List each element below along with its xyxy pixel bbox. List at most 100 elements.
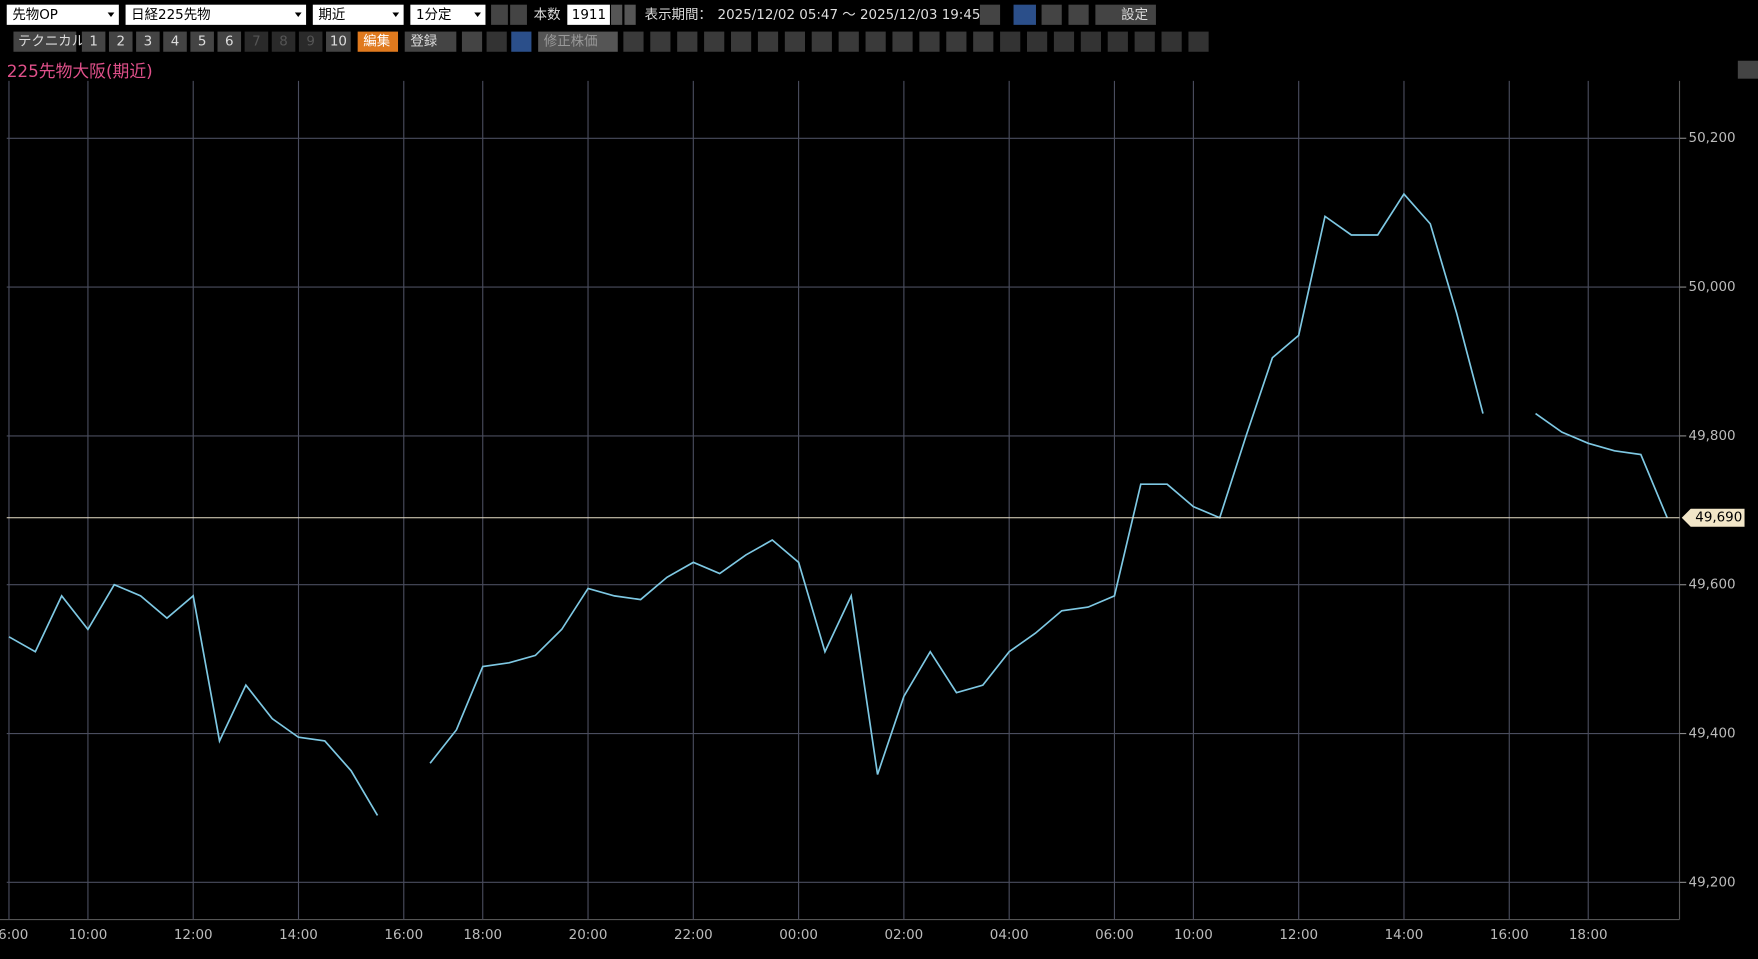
tool-button[interactable] (1080, 31, 1101, 52)
preset-button[interactable] (326, 31, 351, 52)
period-label: 表示期間： (645, 7, 712, 23)
y-tick-label: 50,200 (1689, 131, 1736, 146)
preset-label: 1 (89, 35, 98, 50)
settings-text: 設定 (1121, 7, 1148, 23)
technical-text: テクニカル (18, 34, 85, 50)
bars-input[interactable] (567, 4, 610, 25)
tool-button[interactable] (1134, 31, 1155, 52)
preset-button[interactable] (271, 31, 296, 52)
tool-button[interactable] (946, 31, 967, 52)
x-tick-label: 06:00 (1095, 928, 1134, 943)
icon-button[interactable] (1068, 4, 1089, 25)
dropdown-text: 日経225先物 (131, 7, 210, 23)
x-tick-label: 02:00 (885, 928, 924, 943)
x-tick-label: 22:00 (674, 928, 713, 943)
icon-button[interactable] (1013, 4, 1036, 25)
preset-button[interactable] (244, 31, 269, 52)
edit-text: 編集 (363, 34, 390, 50)
drawing-tools (623, 31, 1209, 52)
x-tick-label: 20:00 (569, 928, 608, 943)
preset-button[interactable] (217, 31, 242, 52)
x-tick-label: 18:00 (1569, 928, 1608, 943)
preset-label: 10 (330, 35, 347, 50)
preset-label: 9 (306, 35, 315, 50)
dropdown-text: 1分定 (416, 7, 451, 23)
preset-label: 4 (171, 35, 180, 50)
preset-buttons: 1 2 3 4 5 6 7 8 9 10 (81, 31, 351, 52)
x-tick-label: 16:00 (384, 928, 423, 943)
icon-button[interactable] (511, 31, 532, 52)
bars-value: 1911 (572, 8, 606, 23)
preset-button[interactable] (136, 31, 160, 52)
x-tick-label: 06:00 (0, 928, 28, 943)
tool-button[interactable] (650, 31, 671, 52)
x-tick-label: 14:00 (279, 928, 318, 943)
x-tick-label: 16:00 (1490, 928, 1529, 943)
preset-label: 8 (279, 35, 288, 50)
tool-button[interactable] (1053, 31, 1075, 52)
icon-button[interactable] (461, 31, 483, 52)
preset-button[interactable] (108, 31, 133, 52)
x-tick-label: 10:00 (1174, 928, 1213, 943)
y-tick-label: 49,200 (1689, 875, 1736, 890)
tool-button[interactable] (892, 31, 913, 52)
adjusted-button[interactable] (538, 31, 618, 52)
tool-button[interactable] (865, 31, 886, 52)
icon-button[interactable] (486, 31, 507, 52)
tool-button[interactable] (704, 31, 725, 52)
y-tick-label: 50,000 (1689, 280, 1736, 295)
collapse-button[interactable] (1737, 60, 1758, 79)
edit-button[interactable] (357, 31, 399, 52)
register-text: 登録 (410, 34, 437, 50)
dropdown[interactable] (312, 4, 404, 25)
x-tick-label: 00:00 (779, 928, 818, 943)
preset-button[interactable] (163, 31, 187, 52)
dropdown[interactable] (6, 4, 119, 25)
tool-button[interactable] (919, 31, 940, 52)
dropdown-text: 先物OP (12, 7, 58, 23)
tool-button[interactable] (1026, 31, 1048, 52)
tool-button[interactable] (1000, 31, 1021, 52)
tool-button[interactable] (1188, 31, 1209, 52)
x-tick-label: 10:00 (69, 928, 108, 943)
register-button[interactable] (404, 31, 457, 52)
tool-button[interactable] (757, 31, 779, 52)
period: 2025/12/02 05:47 ～ 2025/12/03 19:45 (718, 8, 981, 23)
x-tick-label: 04:00 (990, 928, 1029, 943)
y-tick-label: 49,600 (1689, 578, 1736, 593)
tool-button[interactable] (677, 31, 698, 52)
tool-button[interactable] (1107, 31, 1128, 52)
tool-button[interactable] (1161, 31, 1182, 52)
preset-button[interactable] (298, 31, 323, 52)
preset-button[interactable] (81, 31, 106, 52)
preset-label: 2 (116, 35, 125, 50)
prev-button[interactable] (491, 4, 508, 25)
dropdown[interactable] (125, 4, 307, 25)
settings-button[interactable] (1095, 4, 1156, 25)
adjusted-text: 修正株価 (544, 34, 598, 50)
tool-button[interactable] (811, 31, 832, 52)
x-tick-label: 12:00 (1279, 928, 1318, 943)
tool-button[interactable] (731, 31, 752, 52)
technical-button[interactable] (13, 31, 77, 52)
x-tick-label: 14:00 (1385, 928, 1424, 943)
tool-button[interactable] (838, 31, 859, 52)
tool-button[interactable] (973, 31, 994, 52)
y-tick-label: 49,800 (1689, 429, 1736, 444)
preset-button[interactable] (190, 31, 214, 52)
dropdown[interactable] (410, 4, 486, 25)
spin-up[interactable] (624, 4, 636, 25)
icon-button[interactable] (1041, 4, 1062, 25)
dropdown-text: 期近 (318, 7, 345, 23)
bars-label: 本数 (534, 7, 561, 23)
icon-button[interactable] (979, 4, 1001, 25)
next-button[interactable] (510, 4, 527, 25)
spin-down[interactable] (611, 4, 623, 25)
tool-button[interactable] (623, 31, 644, 52)
plot-area: 49,200 49,400 49,600 49,800 50,000 50,200 06:0… (0, 80, 1745, 943)
x-tick-label: 18:00 (463, 928, 502, 943)
tool-button[interactable] (784, 31, 806, 52)
preset-label: 6 (225, 35, 234, 50)
